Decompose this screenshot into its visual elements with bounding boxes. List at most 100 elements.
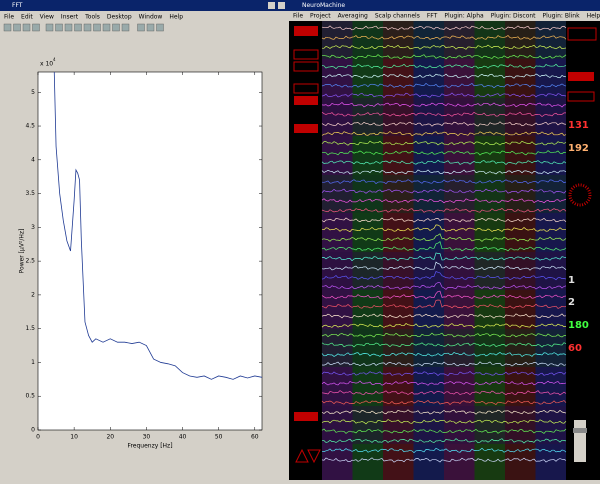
eeg-trace: [321, 25, 567, 31]
stripe: [322, 21, 353, 480]
button[interactable]: [293, 83, 319, 94]
tool-icon[interactable]: [137, 23, 145, 32]
eeg-trace: [321, 73, 567, 79]
menu-item[interactable]: Tools: [84, 14, 100, 21]
y-tick-label: 3: [31, 224, 35, 231]
menu-item[interactable]: Help: [169, 14, 183, 21]
stripe: [413, 21, 444, 480]
button[interactable]: [294, 412, 318, 421]
readout: 131: [568, 120, 589, 131]
menu-item[interactable]: File: [293, 13, 303, 20]
menu-item[interactable]: Help: [587, 13, 600, 20]
toolbar: [3, 23, 164, 32]
button[interactable]: [294, 96, 318, 105]
slider-thumb[interactable]: [573, 428, 587, 433]
tool-icon[interactable]: [55, 23, 63, 32]
eeg-trace: [321, 169, 567, 175]
menu-item[interactable]: File: [4, 14, 14, 21]
tool-icon[interactable]: [22, 23, 31, 32]
x-axis-label: Frequenzy [Hz]: [127, 443, 172, 450]
menu-item[interactable]: Plugin: Alpha: [444, 13, 484, 20]
menu-item[interactable]: FFT: [427, 13, 438, 20]
eeg-background: [322, 21, 566, 480]
exponent-power: 4: [53, 57, 56, 62]
menu-item[interactable]: Plugin: Blink: [543, 13, 581, 20]
arrow-down[interactable]: [307, 449, 321, 464]
button[interactable]: [567, 27, 597, 41]
menu-item[interactable]: Desktop: [107, 14, 132, 21]
eeg-trace: [321, 399, 567, 405]
y-tick-label: 0: [31, 427, 35, 434]
tool-icon[interactable]: [64, 23, 73, 32]
eeg-traces: [321, 25, 567, 463]
tool-icon[interactable]: [32, 23, 40, 32]
menu-bar-bg: [289, 11, 600, 21]
eeg-trace: [321, 290, 567, 300]
title-bar: [0, 0, 289, 11]
eeg-trace: [321, 217, 567, 223]
y-tick-label: 1.5: [25, 325, 35, 332]
eeg-trace: [321, 111, 567, 118]
button[interactable]: [293, 49, 319, 60]
eeg-trace: [321, 140, 567, 146]
button[interactable]: [293, 61, 319, 72]
menu-item[interactable]: Project: [310, 13, 331, 20]
eeg-trace: [321, 54, 567, 60]
tool-icon[interactable]: [156, 23, 164, 32]
tool-icon[interactable]: [93, 23, 101, 32]
window-title: NeuroMachine: [302, 2, 345, 9]
eeg-trace: [321, 313, 567, 319]
axes: [37, 71, 263, 431]
band: [322, 252, 566, 290]
y-tick-label: 2: [31, 291, 35, 298]
y-tick-label: 5: [31, 89, 35, 96]
eeg-trace: [321, 63, 567, 70]
eeg-trace: [321, 361, 567, 367]
eeg-trace: [321, 390, 567, 396]
eeg-trace: [321, 252, 567, 262]
tool-icon[interactable]: [146, 23, 155, 32]
readout: 180: [568, 320, 589, 331]
close-button[interactable]: [278, 2, 285, 9]
tool-icon[interactable]: [45, 23, 54, 32]
menu-item[interactable]: View: [40, 14, 54, 21]
eeg-trace: [321, 179, 567, 185]
menu-item[interactable]: Insert: [61, 14, 79, 21]
tool-icon[interactable]: [3, 23, 12, 32]
menu-item[interactable]: Edit: [21, 14, 33, 21]
tool-icon[interactable]: [83, 23, 92, 32]
band: [322, 175, 566, 213]
control-panel: [293, 26, 597, 464]
button[interactable]: [294, 26, 318, 36]
tool-icon[interactable]: [74, 23, 82, 32]
readouts: 131 192 1 2 180 60: [568, 120, 589, 354]
eeg-trace: [321, 82, 567, 89]
eeg-trace: [321, 447, 567, 454]
tool-icon[interactable]: [13, 23, 21, 32]
eeg-trace: [321, 371, 567, 377]
x-tick-label: 60: [251, 434, 259, 441]
menu-item[interactable]: Window: [139, 14, 163, 21]
eeg-trace: [321, 35, 567, 41]
menu-item[interactable]: Averaging: [338, 13, 368, 20]
stripe: [474, 21, 505, 480]
eeg-trace: [321, 188, 567, 194]
tool-icon[interactable]: [121, 23, 130, 32]
eeg-trace: [321, 342, 567, 348]
eeg-trace: [321, 102, 567, 108]
button[interactable]: [567, 91, 595, 102]
menu-item[interactable]: Plugin: Discont: [491, 13, 536, 20]
arrow-up[interactable]: [295, 448, 309, 463]
tool-icon[interactable]: [102, 23, 111, 32]
menu-item[interactable]: Scalp channels: [375, 13, 420, 20]
button[interactable]: [568, 72, 594, 81]
eeg-trace: [321, 428, 567, 434]
y-axis-label: Power [µV²/Hz]: [19, 229, 26, 274]
band: [322, 21, 566, 59]
minimize-button[interactable]: [268, 2, 275, 9]
tool-icon[interactable]: [112, 23, 120, 32]
menu-bar: File Project Averaging Scalp channels FFT Plu…: [293, 13, 600, 20]
slider[interactable]: [574, 420, 586, 462]
button[interactable]: [294, 124, 318, 133]
